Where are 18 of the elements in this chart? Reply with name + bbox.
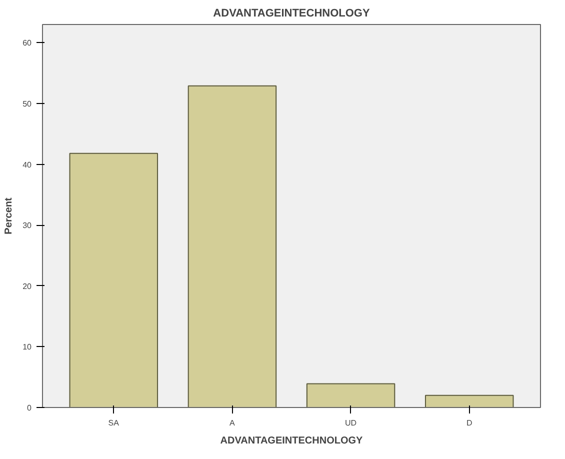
chart-title: ADVANTAGEINTECHNOLOGY: [213, 8, 370, 20]
bar: [69, 152, 158, 408]
x-tick-label: UD: [345, 418, 357, 428]
y-tick-label: 40: [22, 160, 32, 170]
bar: [306, 383, 396, 408]
x-tick-label: A: [230, 418, 236, 428]
x-tick-label: SA: [108, 418, 120, 428]
bar: [188, 85, 277, 408]
y-tick-label: 50: [22, 100, 32, 109]
y-axis-title: Percent: [4, 196, 15, 234]
x-axis-title: ADVANTAGEINTECHNOLOGY: [220, 436, 364, 446]
x-tick-label: D: [466, 418, 472, 428]
y-tick-label: 10: [22, 342, 32, 352]
y-tick-label: 60: [22, 38, 32, 48]
y-tick-label: 20: [22, 282, 32, 291]
y-tick-label: 0: [27, 404, 32, 412]
bar: [424, 394, 514, 408]
y-tick-label: 30: [22, 221, 32, 230]
